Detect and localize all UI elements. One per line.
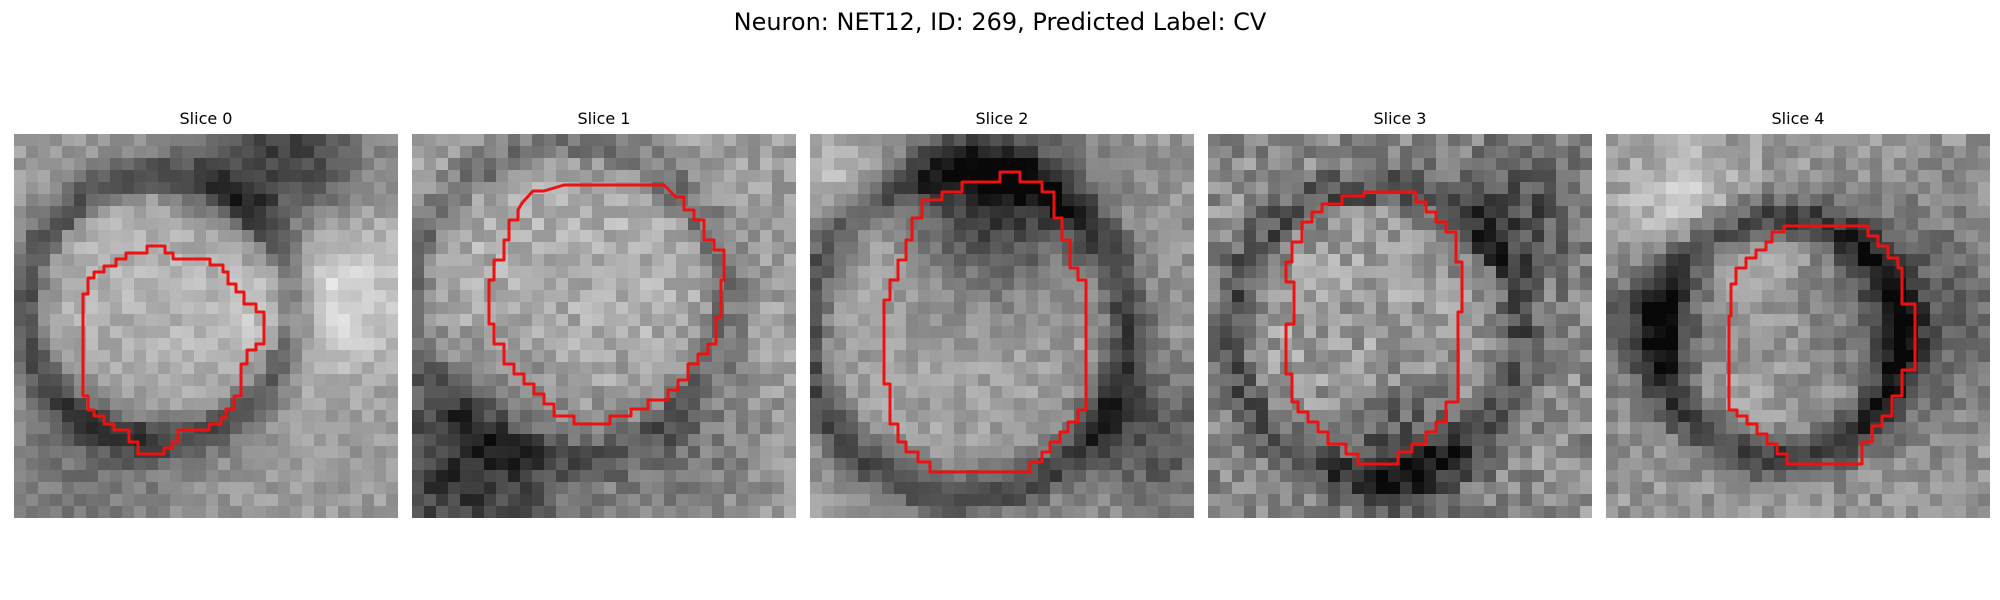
segmentation-contour bbox=[1284, 190, 1464, 466]
segmentation-contour bbox=[487, 183, 726, 426]
segmentation-contour bbox=[882, 170, 1088, 474]
grayscale-microscopy-patch bbox=[1208, 134, 1592, 518]
slice-title: Slice 3 bbox=[1373, 109, 1427, 128]
slice-panel-1: Slice 1 bbox=[412, 108, 796, 520]
slice-panel-4: Slice 4 bbox=[1606, 108, 1990, 520]
segmentation-contour bbox=[1727, 224, 1917, 466]
grayscale-microscopy-patch bbox=[412, 134, 796, 518]
grayscale-microscopy-patch bbox=[810, 134, 1194, 518]
segmentation-contour bbox=[81, 244, 266, 456]
slice-title: Slice 0 bbox=[179, 109, 233, 128]
figure-title: Neuron: NET12, ID: 269, Predicted Label:… bbox=[733, 8, 1267, 36]
slice-panel-0: Slice 0 bbox=[14, 108, 398, 520]
slice-image bbox=[412, 134, 796, 518]
grayscale-microscopy-patch bbox=[1606, 134, 1990, 518]
slice-image bbox=[1606, 134, 1990, 518]
slice-image bbox=[14, 134, 398, 518]
slice-image bbox=[810, 134, 1194, 518]
slice-title: Slice 4 bbox=[1771, 109, 1825, 128]
slice-panel-3: Slice 3 bbox=[1208, 108, 1592, 520]
slice-title: Slice 2 bbox=[975, 109, 1029, 128]
slice-panel-2: Slice 2 bbox=[810, 108, 1194, 520]
grayscale-microscopy-patch bbox=[14, 134, 398, 518]
slice-title: Slice 1 bbox=[577, 109, 631, 128]
slice-image bbox=[1208, 134, 1592, 518]
